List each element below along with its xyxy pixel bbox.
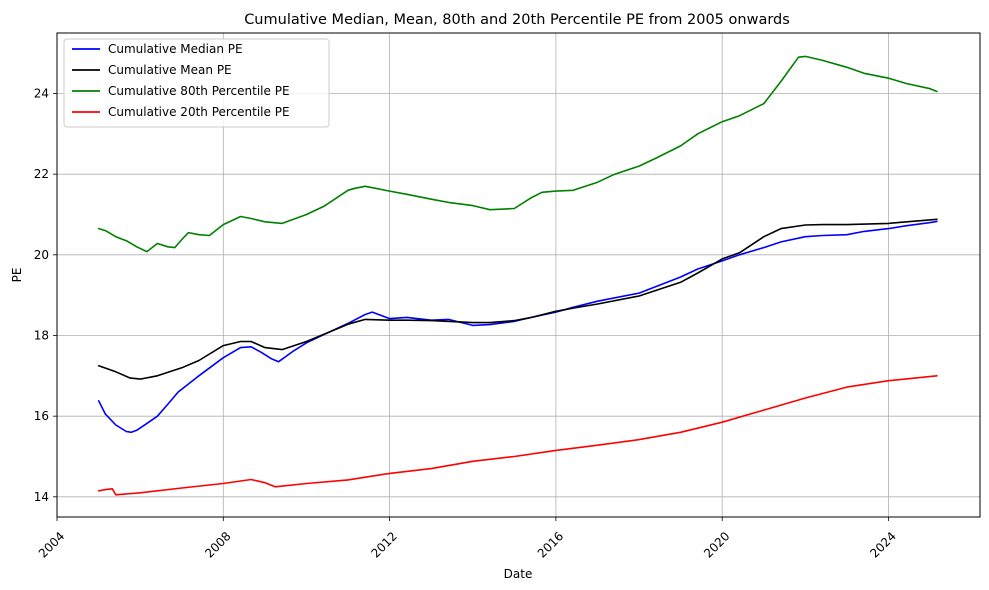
x-axis-label: Date	[504, 567, 533, 581]
legend-label: Cumulative 80th Percentile PE	[108, 84, 290, 98]
y-tick-label: 16	[34, 409, 49, 423]
y-tick-label: 22	[34, 167, 49, 181]
series-line-1	[97, 220, 938, 434]
series-line-3	[97, 55, 938, 253]
legend-label: Cumulative 20th Percentile PE	[108, 105, 290, 119]
series-line-2	[97, 218, 938, 380]
legend-items: Cumulative Median PE Cumulative Mean PE Cu…	[72, 42, 290, 119]
y-tick-label: 24	[34, 87, 49, 101]
legend-label: Cumulative Mean PE	[108, 63, 232, 77]
y-tick-label: 14	[34, 490, 49, 504]
chart-title: Cumulative Median, Mean, 80th and 20th P…	[244, 12, 790, 28]
legend-label: Cumulative Median PE	[108, 42, 243, 56]
y-tick-label: 20	[34, 248, 49, 262]
grid	[56, 33, 980, 517]
y-tick-label: 18	[34, 329, 49, 343]
legend-frame	[63, 38, 330, 128]
y-axis-ticks: 14 16 18 20 22 24	[34, 87, 57, 504]
legend: Cumulative Median PE Cumulative Mean PE Cu…	[63, 38, 330, 128]
series-line-4	[97, 374, 938, 496]
series-lines	[97, 55, 938, 496]
y-axis-label: PE	[10, 268, 24, 283]
axes-frame	[56, 32, 981, 518]
